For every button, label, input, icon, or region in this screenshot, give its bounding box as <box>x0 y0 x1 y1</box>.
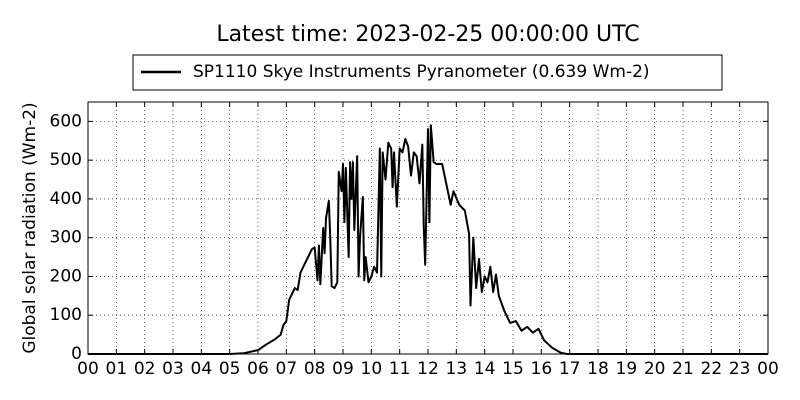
y-tick-label: 0 <box>71 344 82 364</box>
x-tick-label: 04 <box>191 359 213 379</box>
x-tick-label: 09 <box>332 359 354 379</box>
y-tick-label: 400 <box>50 189 82 209</box>
x-tick-label: 18 <box>587 359 609 379</box>
y-tick-label: 600 <box>50 111 82 131</box>
chart-title: Latest time: 2023-02-25 00:00:00 UTC <box>216 22 639 47</box>
x-tick-label: 12 <box>417 359 439 379</box>
x-tick-label: 21 <box>672 359 694 379</box>
data-line <box>88 124 768 355</box>
x-tick-label: 14 <box>474 359 496 379</box>
x-tick-label: 01 <box>106 359 128 379</box>
x-tick-label: 08 <box>304 359 326 379</box>
x-tick-label: 02 <box>134 359 156 379</box>
x-tick-label: 00 <box>757 359 779 379</box>
x-tick-label: 03 <box>162 359 184 379</box>
y-axis-label: Global solar radiation (Wm-2) <box>20 102 40 353</box>
legend-label: SP1110 Skye Instruments Pyranometer (0.6… <box>193 62 650 82</box>
x-tick-label: 06 <box>247 359 269 379</box>
x-tick-label: 16 <box>531 359 553 379</box>
x-tick-label: 10 <box>361 359 383 379</box>
y-tick-label: 300 <box>50 228 82 248</box>
x-tick-label: 07 <box>276 359 298 379</box>
x-tick-label: 11 <box>389 359 411 379</box>
x-tick-label: 17 <box>559 359 581 379</box>
x-tick-label: 23 <box>729 359 751 379</box>
y-tick-label: 200 <box>50 266 82 286</box>
plot-frame <box>87 101 769 355</box>
x-tick-label: 19 <box>616 359 638 379</box>
x-tick-label: 22 <box>701 359 723 379</box>
legend-box <box>132 54 723 91</box>
x-tick-label: 05 <box>219 359 241 379</box>
x-tick-label: 15 <box>502 359 524 379</box>
y-tick-label: 100 <box>50 305 82 325</box>
x-tick-label: 13 <box>446 359 468 379</box>
x-tick-label: 00 <box>77 359 99 379</box>
x-tick-label: 20 <box>644 359 666 379</box>
y-tick-label: 500 <box>50 150 82 170</box>
